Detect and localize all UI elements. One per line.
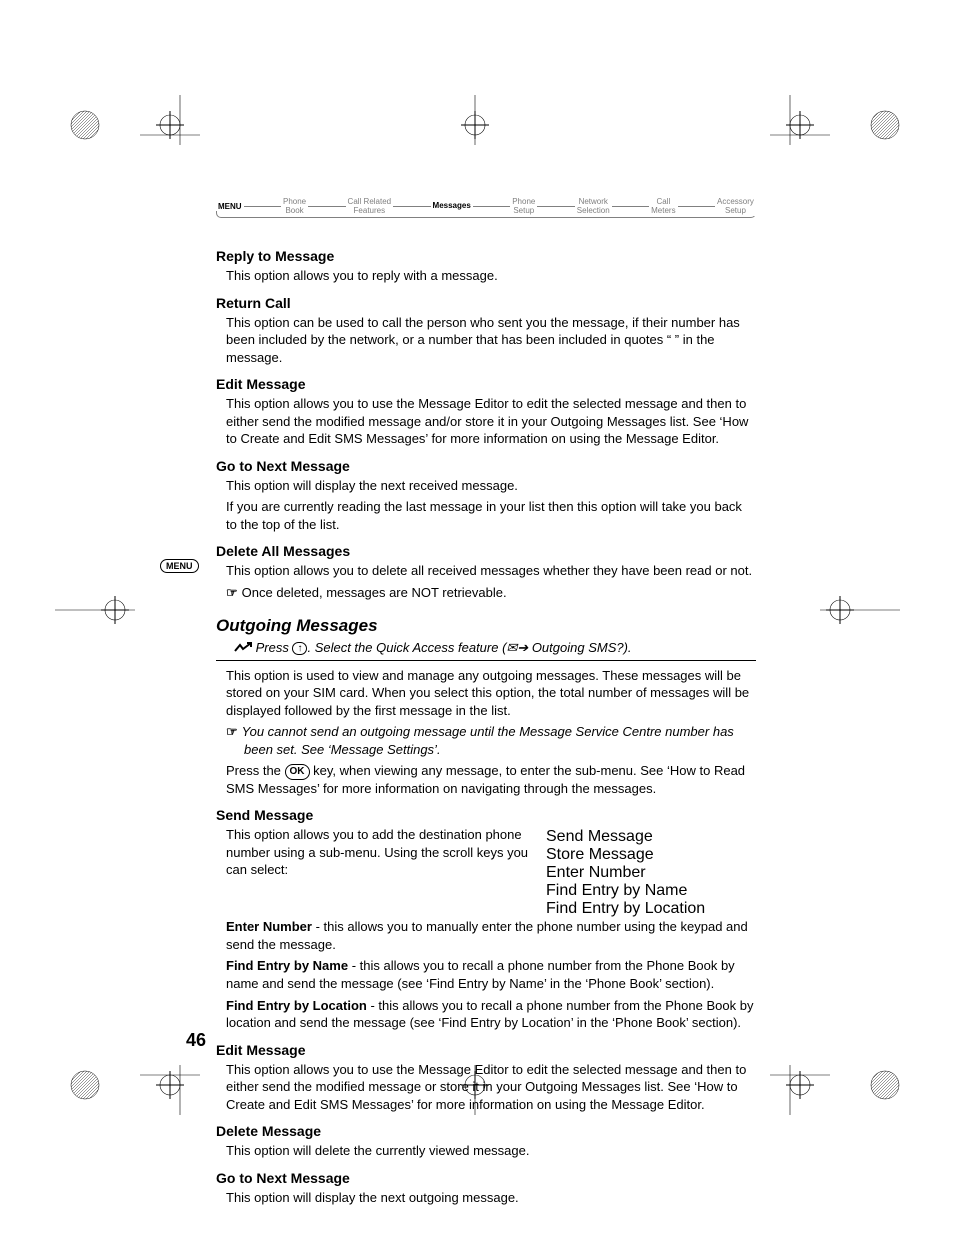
body-text: This option allows you to use the Messag…	[216, 1061, 756, 1114]
body-text: This option allows you to delete all rec…	[216, 562, 756, 580]
note-text: ☞You cannot send an outgoing message unt…	[216, 723, 756, 758]
body-text: This option can be used to call the pers…	[216, 314, 756, 367]
heading-delete-all-messages: Delete All Messages	[216, 543, 756, 559]
tree-node-send-message: Send Message	[546, 828, 756, 846]
heading-go-to-next-message: Go to Next Message	[216, 458, 756, 474]
body-text: This option allows you to reply with a m…	[216, 267, 756, 285]
up-key-icon: ↑	[292, 642, 307, 655]
menu-item-phone-book: PhoneBook	[281, 198, 308, 216]
menu-item-call-related: Call RelatedFeatures	[346, 198, 394, 216]
heading-outgoing-messages: Outgoing Messages	[216, 616, 756, 636]
body-text: This option will delete the currently vi…	[216, 1142, 756, 1160]
page-body: Reply to Message This option allows you …	[216, 238, 756, 1210]
quick-access-tip: Press ↑. Select the Quick Access feature…	[216, 640, 756, 661]
body-text: This option will display the next outgoi…	[216, 1189, 756, 1207]
body-text: Find Entry by Location - this allows you…	[216, 997, 756, 1032]
body-text: Enter Number - this allows you to manual…	[216, 918, 756, 953]
crop-mark-icon	[800, 590, 900, 630]
body-text: This option will display the next receiv…	[216, 477, 756, 495]
heading-send-message: Send Message	[216, 807, 756, 823]
body-text: Press the OK key, when viewing any messa…	[216, 762, 756, 797]
quick-access-icon	[234, 642, 252, 654]
body-text: Find Entry by Name - this allows you to …	[216, 957, 756, 992]
body-text: If you are currently reading the last me…	[216, 498, 756, 533]
tree-node-find-by-location: Find Entry by Location	[546, 900, 756, 918]
tree-node-store-message: Store Message	[546, 846, 756, 864]
note-icon: ☞	[226, 585, 238, 600]
crop-mark-icon	[770, 95, 910, 155]
page-number: 46	[186, 1030, 206, 1051]
note-icon: ☞	[226, 724, 238, 739]
crop-mark-icon	[770, 1055, 910, 1115]
heading-delete-message: Delete Message	[216, 1123, 756, 1139]
crop-mark-icon	[455, 95, 495, 155]
crop-mark-icon	[55, 590, 155, 630]
heading-edit-message: Edit Message	[216, 376, 756, 392]
menu-item-accessory: AccessorySetup	[715, 198, 756, 216]
body-text: This option allows you to use the Messag…	[216, 395, 756, 448]
body-text: This option allows you to add the destin…	[216, 826, 536, 879]
ok-key-icon: OK	[285, 764, 310, 780]
tree-node-enter-number: Enter Number	[546, 864, 756, 882]
menu-item-phone-setup: PhoneSetup	[510, 198, 537, 216]
heading-go-to-next-message-2: Go to Next Message	[216, 1170, 756, 1186]
body-text: This option is used to view and manage a…	[216, 667, 756, 720]
menu-label: MENU	[216, 202, 244, 211]
menu-tree-diagram: Send Message Store Message Enter Number …	[546, 828, 756, 918]
menu-breadcrumb-bar: MENU PhoneBook Call RelatedFeatures Mess…	[216, 198, 756, 222]
menu-key-icon: MENU	[160, 556, 216, 576]
tree-node-find-by-name: Find Entry by Name	[546, 882, 756, 900]
note-text: ☞Once deleted, messages are NOT retrieva…	[216, 584, 756, 602]
menu-item-network: NetworkSelection	[575, 198, 612, 216]
crop-mark-icon	[70, 95, 200, 155]
heading-return-call: Return Call	[216, 295, 756, 311]
crop-mark-icon	[70, 1055, 200, 1115]
sms-out-icon: ✉➔	[506, 640, 528, 655]
menu-item-messages: Messages	[431, 202, 473, 211]
heading-reply-to-message: Reply to Message	[216, 248, 756, 264]
heading-edit-message-2: Edit Message	[216, 1042, 756, 1058]
menu-item-call-meters: CallMeters	[649, 198, 677, 216]
